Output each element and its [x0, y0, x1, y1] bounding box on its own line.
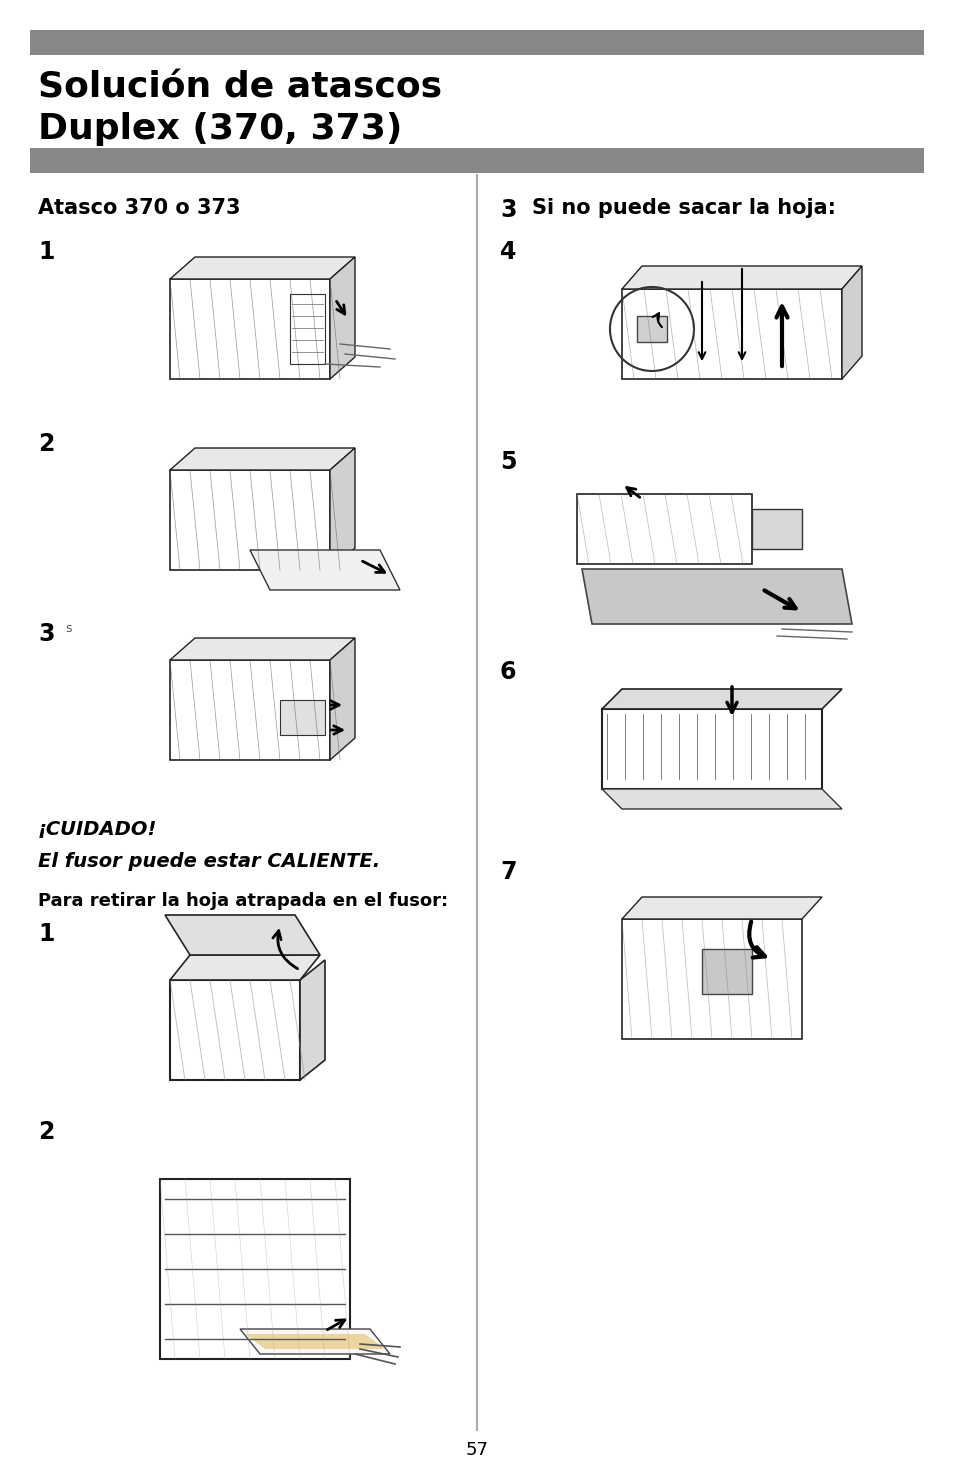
- Polygon shape: [621, 266, 862, 289]
- Text: 2: 2: [38, 1120, 54, 1145]
- Bar: [510, 448, 934, 640]
- Text: ¡CUIDADO!: ¡CUIDADO!: [38, 820, 157, 839]
- Polygon shape: [170, 471, 330, 569]
- Polygon shape: [245, 1333, 385, 1350]
- Polygon shape: [637, 316, 666, 342]
- Text: 1: 1: [38, 922, 54, 945]
- Bar: [90, 237, 450, 420]
- Text: 3: 3: [499, 198, 516, 223]
- Polygon shape: [621, 289, 841, 379]
- Bar: [510, 858, 934, 1100]
- Text: 1: 1: [38, 240, 54, 264]
- Text: Duplex (370, 373): Duplex (370, 373): [38, 112, 402, 146]
- Polygon shape: [701, 948, 751, 994]
- Polygon shape: [601, 709, 821, 789]
- Bar: [90, 1118, 450, 1420]
- Text: 6: 6: [499, 659, 516, 684]
- Polygon shape: [290, 294, 325, 364]
- Text: 4: 4: [499, 240, 516, 264]
- Bar: [90, 620, 450, 799]
- Bar: [30, 148, 923, 173]
- Polygon shape: [581, 569, 851, 624]
- Polygon shape: [841, 266, 862, 379]
- Text: 2: 2: [38, 432, 54, 456]
- Bar: [510, 658, 934, 839]
- Text: Solución de atascos: Solución de atascos: [38, 69, 441, 105]
- Polygon shape: [601, 789, 841, 808]
- Polygon shape: [751, 509, 801, 549]
- Bar: [90, 920, 390, 1111]
- Polygon shape: [170, 448, 355, 471]
- Polygon shape: [170, 659, 330, 760]
- Polygon shape: [621, 919, 801, 1038]
- Bar: [90, 431, 450, 611]
- Polygon shape: [280, 701, 325, 735]
- Text: 3: 3: [38, 622, 54, 646]
- Polygon shape: [330, 257, 355, 379]
- Polygon shape: [170, 954, 319, 979]
- Polygon shape: [170, 257, 355, 279]
- Text: 57: 57: [465, 1441, 488, 1459]
- Text: Para retirar la hoja atrapada en el fusor:: Para retirar la hoja atrapada en el fuso…: [38, 892, 448, 910]
- Text: 5: 5: [499, 450, 516, 473]
- Polygon shape: [160, 1179, 350, 1358]
- Polygon shape: [250, 550, 399, 590]
- Bar: [30, 30, 923, 55]
- Polygon shape: [165, 914, 319, 954]
- Polygon shape: [170, 639, 355, 659]
- Polygon shape: [299, 960, 325, 1080]
- Polygon shape: [601, 689, 841, 709]
- Text: El fusor puede estar CALIENTE.: El fusor puede estar CALIENTE.: [38, 853, 379, 872]
- Text: s: s: [65, 622, 71, 636]
- Text: Atasco 370 o 373: Atasco 370 o 373: [38, 198, 240, 218]
- Polygon shape: [170, 979, 299, 1080]
- Polygon shape: [577, 494, 751, 563]
- Polygon shape: [170, 279, 330, 379]
- Polygon shape: [621, 897, 821, 919]
- Text: Si no puede sacar la hoja:: Si no puede sacar la hoja:: [532, 198, 835, 218]
- Polygon shape: [330, 448, 355, 569]
- Polygon shape: [240, 1329, 390, 1354]
- Bar: [510, 237, 934, 431]
- Polygon shape: [330, 639, 355, 760]
- Text: 7: 7: [499, 860, 516, 884]
